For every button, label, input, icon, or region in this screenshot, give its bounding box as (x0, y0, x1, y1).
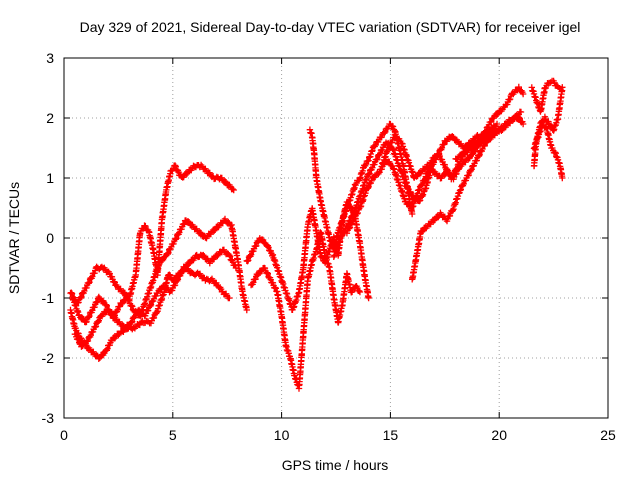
y-tick-label: -2 (42, 350, 55, 366)
track-markers (530, 119, 566, 182)
x-axis-label: GPS time / hours (282, 457, 389, 473)
track-markers (409, 113, 527, 283)
x-tick-label: 20 (491, 427, 507, 443)
x-tick-label: 5 (169, 427, 177, 443)
y-tick-label: -3 (42, 410, 55, 426)
y-tick-label: 2 (46, 110, 54, 126)
y-tick-label: 0 (46, 230, 54, 246)
track-markers (247, 229, 364, 392)
chart-title: Day 329 of 2021, Sidereal Day-to-day VTE… (80, 19, 581, 35)
y-axis-label: SDTVAR / TECUs (6, 182, 22, 294)
data-points (67, 77, 566, 392)
y-tick-label: 1 (46, 170, 54, 186)
x-tick-label: 10 (274, 427, 290, 443)
track-markers (71, 215, 250, 350)
x-tick-label: 25 (600, 427, 616, 443)
track-3 (71, 215, 250, 350)
x-tick-label: 0 (60, 427, 68, 443)
track-11 (452, 108, 525, 163)
track-markers (452, 108, 525, 163)
track-markers (528, 77, 566, 170)
y-tick-label: -1 (42, 290, 55, 306)
x-tick-label: 15 (383, 427, 399, 443)
track-4 (247, 229, 364, 392)
track-13 (530, 119, 566, 182)
track-12 (528, 77, 566, 170)
axis-ticks: 0 5 10 15 20 25 -3 -2 -1 0 1 2 3 (42, 50, 616, 443)
y-tick-label: 3 (46, 50, 54, 66)
track-10 (409, 113, 527, 283)
